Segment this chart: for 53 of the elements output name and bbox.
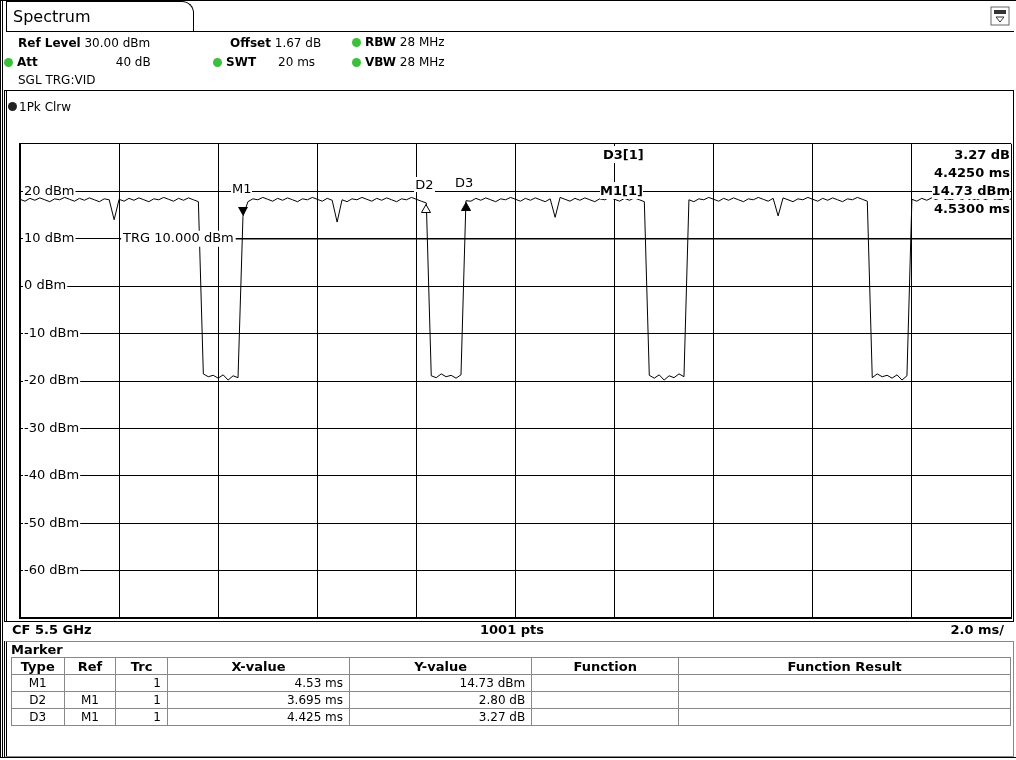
annotation: D3 <box>453 174 475 190</box>
y-tick-label: -50 dBm <box>24 514 80 530</box>
text: 1 <box>115 691 168 709</box>
annotation: M1 <box>230 181 253 197</box>
text: 2.0 ms/ <box>950 621 1004 639</box>
text: Marker <box>10 642 64 657</box>
text: 2.80 dB <box>349 691 532 709</box>
y-tick-label: -60 dBm <box>24 562 80 578</box>
text: M1 <box>64 691 116 709</box>
ref-line-label: TRG 10.000 dBm <box>122 230 234 246</box>
annotation: D3[1] <box>600 146 647 163</box>
text: D2 <box>11 691 65 709</box>
text: M1 <box>11 674 65 692</box>
y-tick-label: -40 dBm <box>24 467 80 483</box>
text: Att 40 dB <box>17 55 151 69</box>
text: Ref <box>64 657 116 675</box>
annotation: 4.5300 ms <box>934 200 1010 217</box>
annotation: 3.27 dB <box>954 146 1010 163</box>
text: Offset 1.67 dB <box>230 36 322 50</box>
text: SWT 20 ms <box>226 55 316 69</box>
text: 1 <box>115 674 168 692</box>
y-tick-label: 10 dBm <box>24 230 75 246</box>
text: Type <box>11 657 65 675</box>
y-tick-label: -30 dBm <box>24 419 80 435</box>
text: VBW 28 MHz <box>364 55 445 69</box>
text: 1001 pts <box>480 621 544 639</box>
text: 3.695 ms <box>167 691 350 709</box>
text: D3 <box>11 708 65 726</box>
y-tick-label: -10 dBm <box>24 324 80 340</box>
annotation: 4.4250 ms <box>934 164 1010 181</box>
y-tick-label: -20 dBm <box>24 372 80 388</box>
text: 14.73 dBm <box>349 674 532 692</box>
text: Function <box>531 657 679 675</box>
y-tick-label: 20 dBm <box>24 182 75 198</box>
text: Y-value <box>349 657 532 675</box>
text: X-value <box>167 657 350 675</box>
annotation: 14.73 dBm <box>931 182 1010 199</box>
text: 1 <box>115 708 168 726</box>
text: 3.27 dB <box>349 708 532 726</box>
text: RBW 28 MHz <box>364 35 445 49</box>
text: CF 5.5 GHz <box>12 621 92 639</box>
text: M1 <box>64 708 116 726</box>
annotation: M1[1] <box>600 182 643 199</box>
text: Spectrum <box>6 1 194 32</box>
annotation: D2 <box>414 176 435 192</box>
text: 4.53 ms <box>167 674 350 692</box>
text: Function Result <box>678 657 1011 675</box>
text: Ref Level 30.00 dBm <box>18 36 151 50</box>
text: Trc <box>115 657 168 675</box>
text: 4.425 ms <box>167 708 350 726</box>
text: SGL TRG:VID <box>18 73 96 87</box>
text: 1Pk Clrw <box>18 100 72 114</box>
y-tick-label: 0 dBm <box>24 277 67 293</box>
